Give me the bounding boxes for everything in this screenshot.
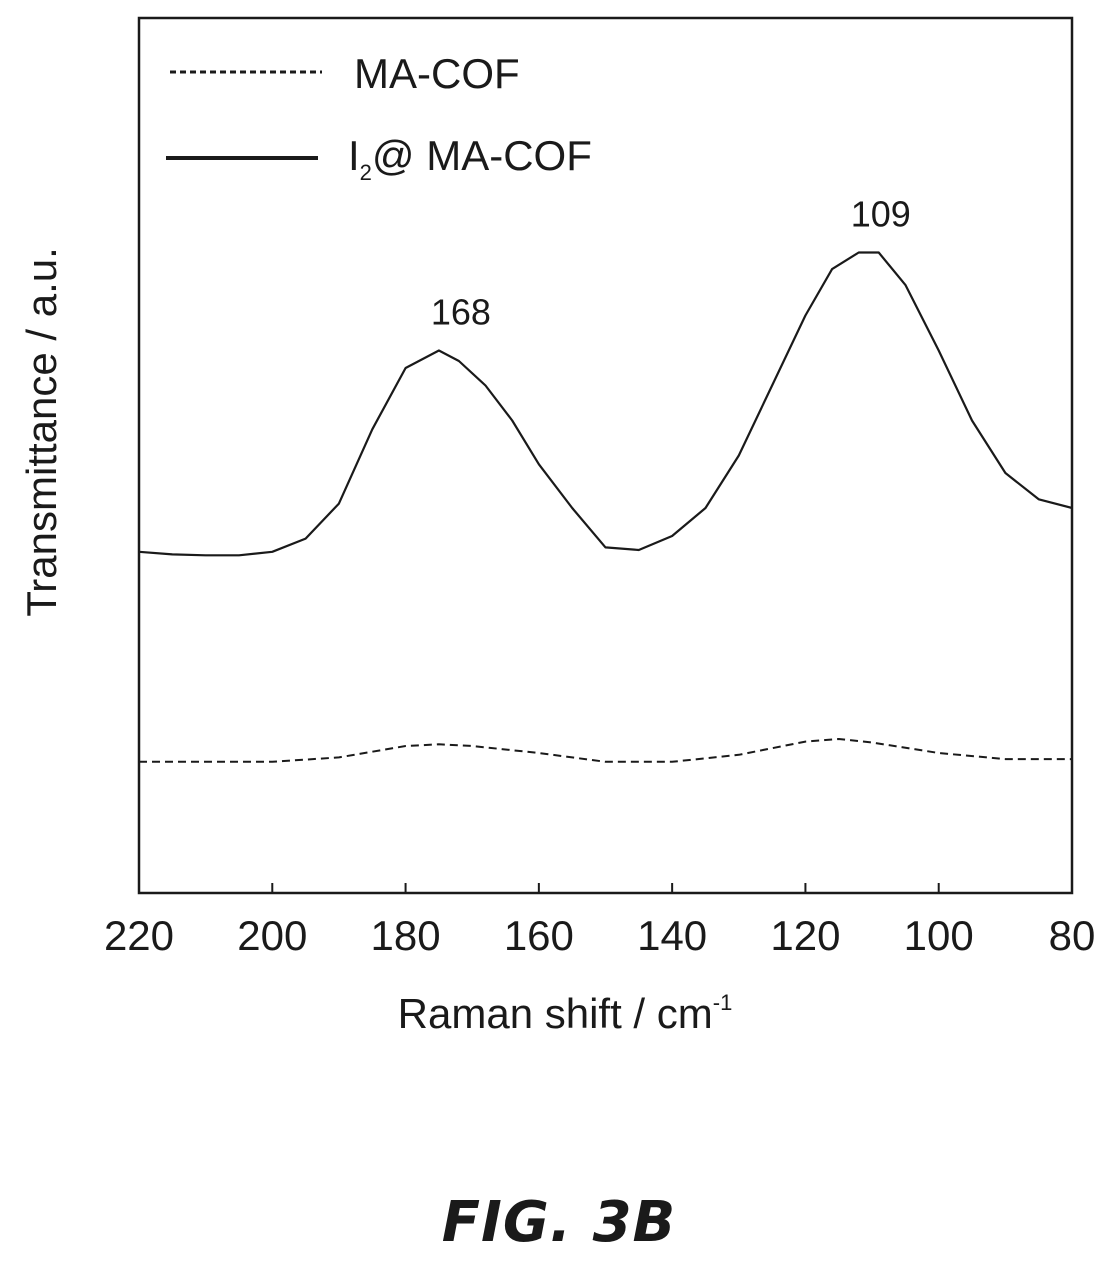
- x-tick-label-140: 140: [637, 912, 707, 959]
- x-tick-label-120: 120: [770, 912, 840, 959]
- legend-label-i2-rest: @ MA-COF: [372, 132, 592, 179]
- figure-label: FIG. 3B: [441, 1190, 677, 1255]
- series-lines: [138, 251, 1073, 763]
- y-axis-label: Transmittance / a.u.: [18, 247, 65, 617]
- legend: MA-COF I2@ MA-COF: [166, 50, 592, 185]
- legend-label-i2-ma-cof: I2@ MA-COF: [348, 132, 592, 185]
- legend-label-i2-sub: 2: [360, 160, 372, 185]
- x-axis-label: Raman shift / cm-1: [398, 990, 733, 1037]
- x-tick-label-100: 100: [904, 912, 974, 959]
- legend-label-i2-main: I: [348, 132, 360, 179]
- series-line-i2-ma-cof: [138, 251, 1073, 557]
- x-tick-label-160: 160: [504, 912, 574, 959]
- peak-label-168: 168: [431, 292, 491, 333]
- peak-label-109: 109: [851, 194, 911, 235]
- x-axis-label-main: Raman shift / cm: [398, 990, 713, 1037]
- series-line-ma-cof: [139, 738, 1072, 763]
- peak-annotations: 168 109: [431, 194, 911, 333]
- x-axis-ticks: [271, 883, 940, 893]
- x-tick-label-80: 80: [1049, 912, 1096, 959]
- x-tick-label-220: 220: [104, 912, 174, 959]
- x-tick-label-200: 200: [237, 912, 307, 959]
- x-axis-tick-labels: 220 200 180 160 140 120 100 80: [104, 912, 1095, 959]
- plot-frame: [137, 16, 1074, 895]
- x-axis-label-superscript: -1: [713, 990, 733, 1015]
- legend-label-ma-cof: MA-COF: [354, 50, 520, 97]
- x-tick-label-180: 180: [371, 912, 441, 959]
